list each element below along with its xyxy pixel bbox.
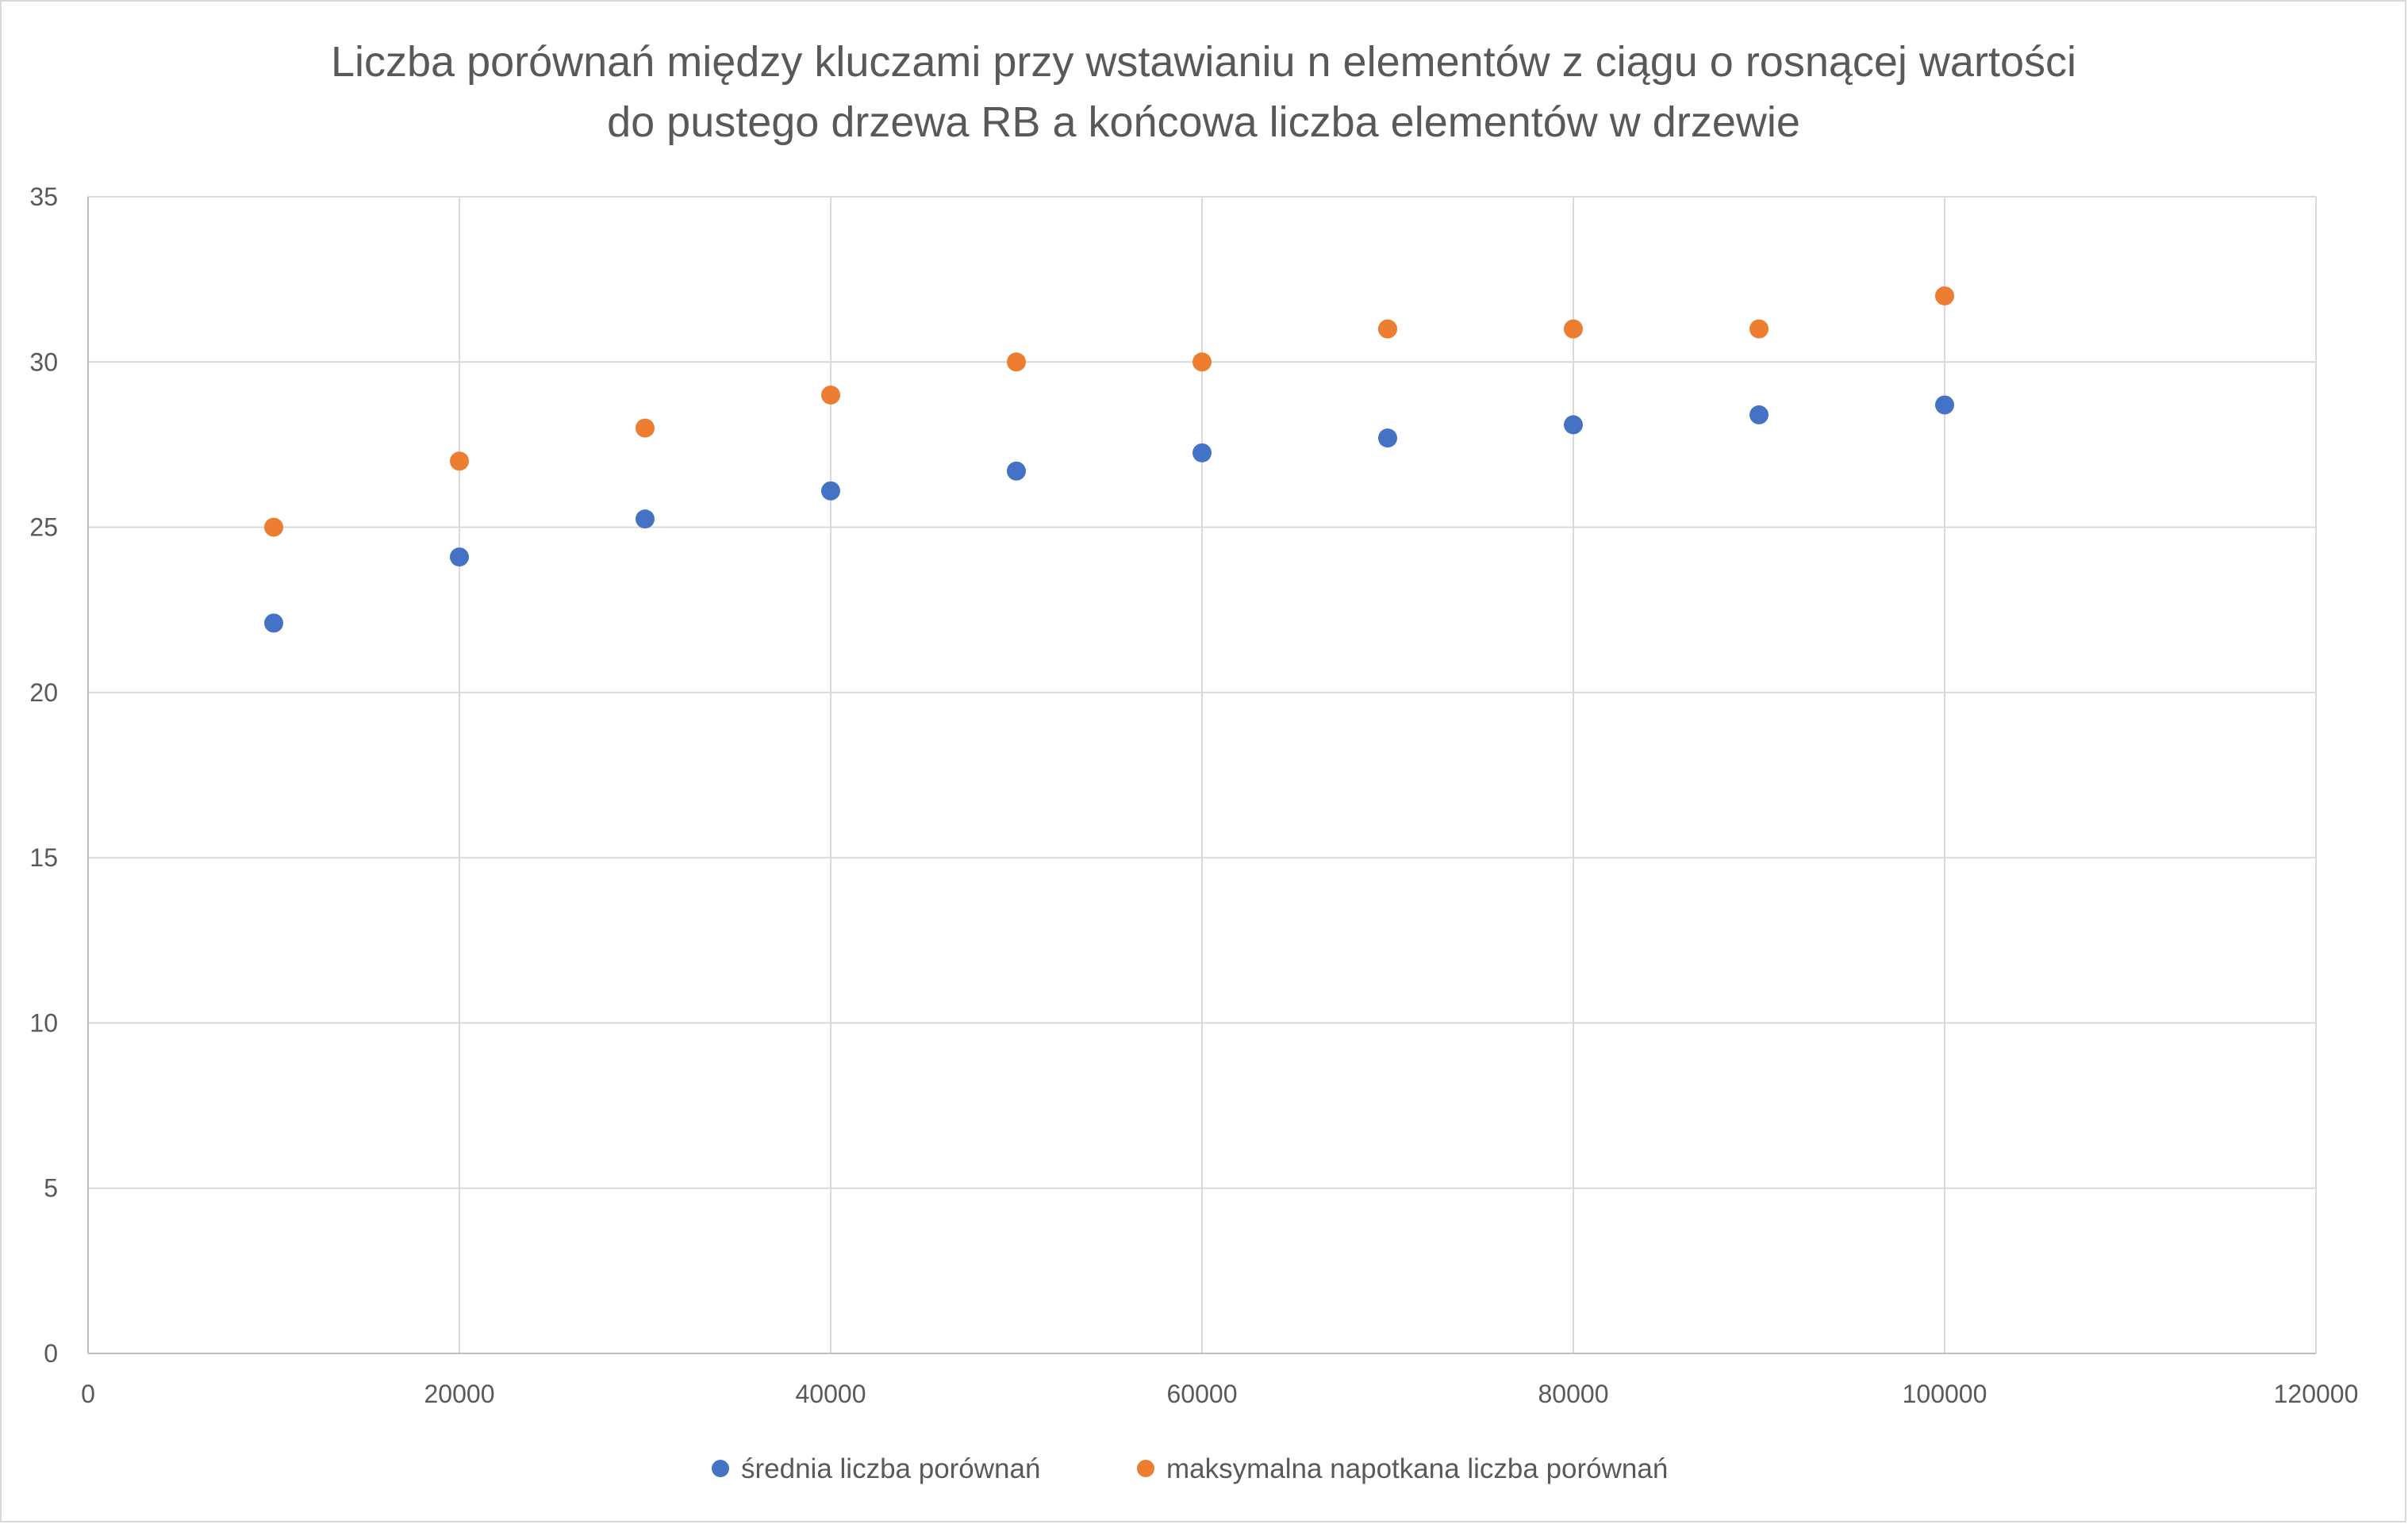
- chart-title-line-1: Liczba porównań między kluczami przy wst…: [331, 38, 2076, 86]
- data-point-series-2: [264, 517, 283, 537]
- data-point-series-1: [1564, 415, 1583, 435]
- data-point-series-1: [1935, 395, 1954, 415]
- y-tick-label: 0: [44, 1339, 58, 1368]
- chart-title-line-2: do pustego drzewa RB a końcowa liczba el…: [607, 98, 1800, 146]
- legend-marker-series-2: [1137, 1460, 1154, 1477]
- data-points: [264, 286, 1954, 633]
- data-point-series-2: [1749, 319, 1769, 339]
- data-point-series-1: [1192, 443, 1212, 463]
- data-point-series-2: [1192, 352, 1212, 372]
- y-tick-label: 15: [29, 843, 58, 872]
- y-tick-label: 35: [29, 182, 58, 211]
- data-point-series-1: [821, 481, 840, 501]
- data-point-series-2: [1007, 352, 1026, 372]
- data-point-series-1: [636, 509, 655, 529]
- data-point-series-1: [1378, 428, 1397, 448]
- y-tick-label: 20: [29, 678, 58, 707]
- x-axis-tick-labels: 0 20000 40000 60000 80000 100000 120000: [81, 1380, 2358, 1408]
- chart-title: Liczba porównań między kluczami przy wst…: [331, 38, 2076, 146]
- data-point-series-2: [1935, 286, 1954, 305]
- data-point-series-1: [450, 547, 469, 567]
- legend: średnia liczba porównań maksymalna napotk…: [712, 1453, 1668, 1484]
- data-point-series-1: [264, 613, 283, 633]
- y-tick-label: 30: [29, 347, 58, 376]
- x-tick-label: 20000: [424, 1380, 495, 1408]
- data-point-series-2: [821, 385, 840, 405]
- y-tick-label: 5: [44, 1174, 58, 1203]
- legend-label-series-1: średnia liczba porównań: [741, 1453, 1040, 1484]
- y-tick-label: 25: [29, 513, 58, 542]
- data-point-series-2: [636, 418, 655, 438]
- x-tick-label: 0: [81, 1380, 95, 1408]
- legend-marker-series-1: [712, 1460, 729, 1477]
- data-point-series-1: [1007, 461, 1026, 481]
- data-point-series-2: [450, 451, 469, 471]
- data-point-series-2: [1564, 319, 1583, 339]
- data-point-series-2: [1378, 319, 1397, 339]
- x-tick-label: 40000: [796, 1380, 866, 1408]
- y-tick-label: 10: [29, 1008, 58, 1037]
- axes: [87, 197, 2316, 1354]
- legend-label-series-2: maksymalna napotkana liczba porównań: [1166, 1453, 1668, 1484]
- data-point-series-1: [1749, 405, 1769, 424]
- y-axis-tick-labels: 0 5 10 15 20 25 30 35: [29, 182, 58, 1368]
- x-tick-label: 80000: [1538, 1380, 1609, 1408]
- x-tick-label: 120000: [2274, 1380, 2359, 1408]
- x-tick-label: 100000: [1903, 1380, 1987, 1408]
- x-tick-label: 60000: [1167, 1380, 1238, 1408]
